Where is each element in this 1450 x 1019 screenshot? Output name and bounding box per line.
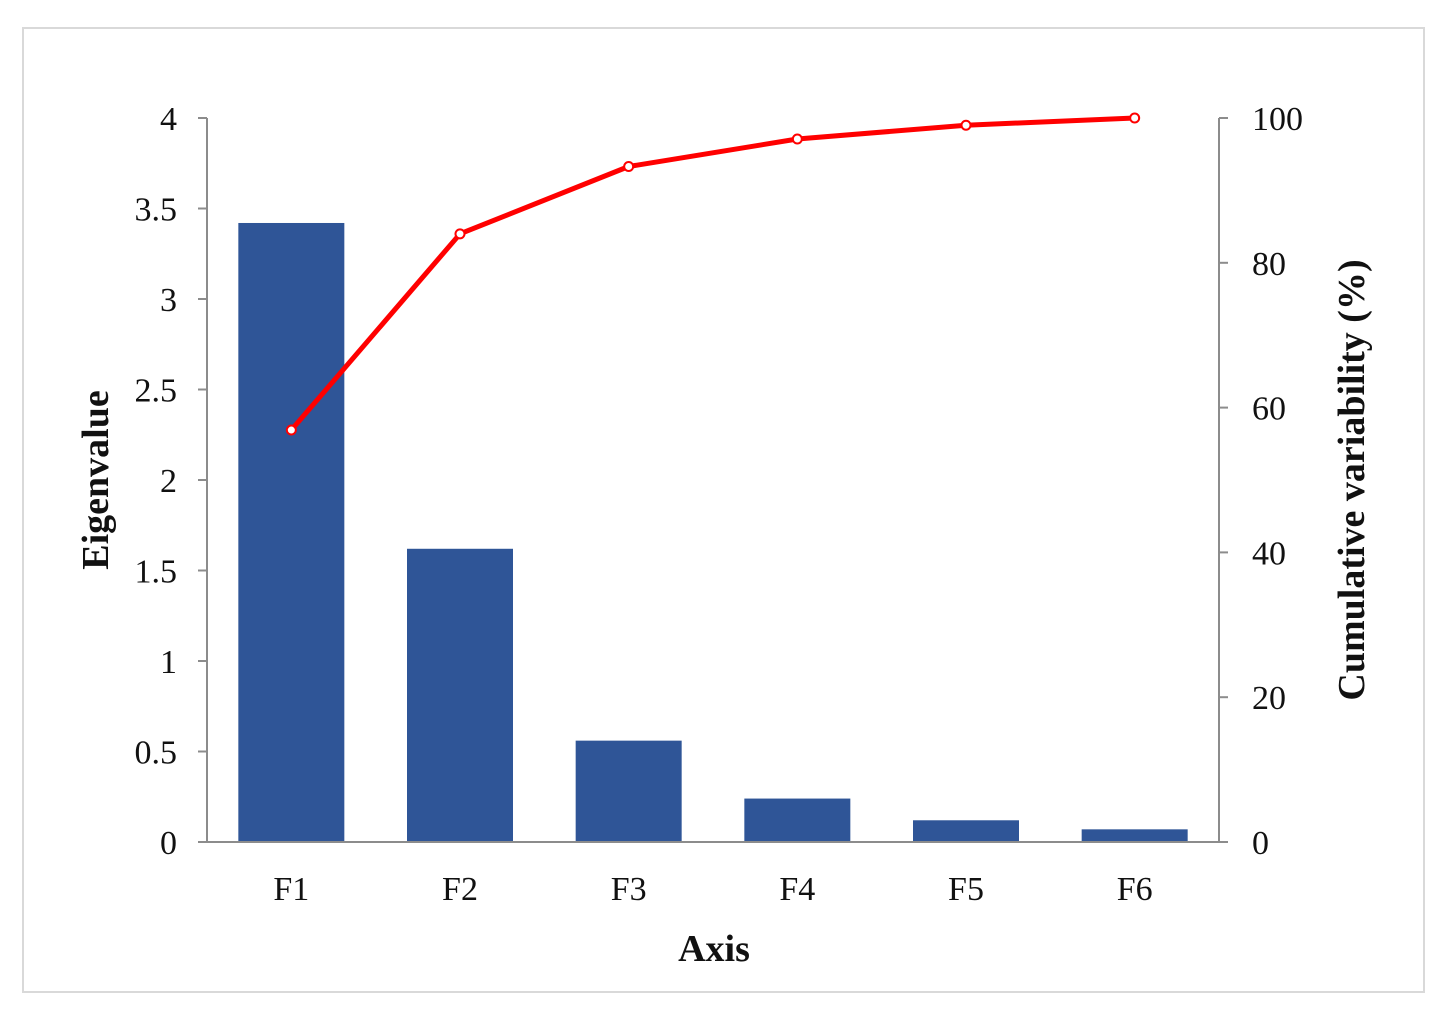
y-left-tick-label: 4 <box>160 101 177 138</box>
y-right-tick-label: 0 <box>1252 825 1269 862</box>
bar-f6 <box>1081 829 1188 842</box>
bar-f4 <box>744 798 851 842</box>
y-right-tick-label: 80 <box>1252 246 1286 283</box>
bar-f2 <box>407 548 513 842</box>
cumulative-variability-line <box>289 115 1135 432</box>
y-right-tick-label: 40 <box>1252 535 1286 572</box>
cumulative-point-f1 <box>285 424 297 436</box>
cumulative-line-layer <box>285 112 1141 436</box>
y-axis-left-title: Eigenvalue <box>75 390 117 569</box>
y-right-tick-label: 60 <box>1252 391 1286 428</box>
y-right-tick-label: 100 <box>1252 101 1303 138</box>
bars-layer <box>238 222 1188 843</box>
x-axis-title: Axis <box>678 928 750 970</box>
x-tick-label-f4: F4 <box>779 871 815 908</box>
y-right-tick-label: 20 <box>1252 680 1286 717</box>
cumulative-point-f6 <box>1129 112 1141 124</box>
y-left-tick-label: 3.5 <box>135 192 178 229</box>
bar-f1 <box>238 222 345 843</box>
axes-layer <box>198 117 1228 843</box>
bar-f3 <box>575 740 682 842</box>
cumulative-point-f5 <box>960 119 972 131</box>
cumulative-point-f3 <box>623 161 635 173</box>
y-axis-right-title: Cumulative variability (%) <box>1331 259 1373 700</box>
x-tick-label-f1: F1 <box>273 871 309 908</box>
x-tick-label-f2: F2 <box>442 871 478 908</box>
y-left-tick-label: 2.5 <box>135 373 178 410</box>
x-tick-label-f5: F5 <box>948 871 984 908</box>
y-left-tick-label: 1 <box>160 644 177 681</box>
x-tick-label-f3: F3 <box>611 871 647 908</box>
y-left-tick-label: 0.5 <box>135 735 178 772</box>
y-left-tick-label: 3 <box>160 282 177 319</box>
bar-f5 <box>913 820 1019 842</box>
cumulative-point-f4 <box>791 133 803 145</box>
y-left-tick-label: 2 <box>160 463 177 500</box>
chart-frame <box>22 27 1425 993</box>
y-left-tick-label: 0 <box>160 825 177 862</box>
cumulative-point-f2 <box>454 228 466 240</box>
y-left-tick-label: 1.5 <box>135 554 178 591</box>
x-tick-label-f6: F6 <box>1117 871 1153 908</box>
